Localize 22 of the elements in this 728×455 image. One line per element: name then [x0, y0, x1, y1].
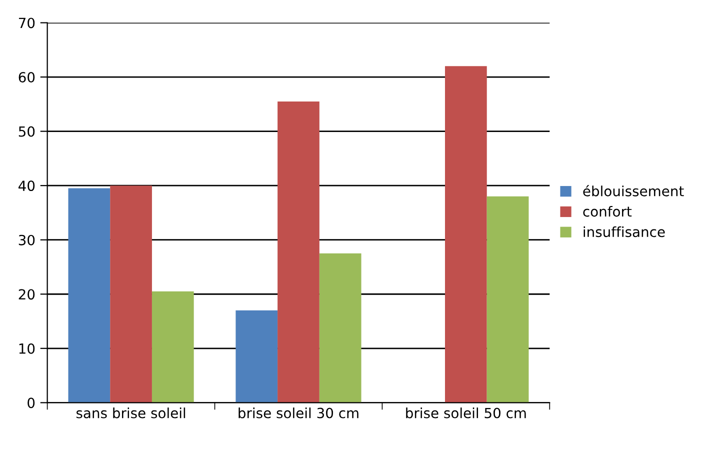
y-tick-label: 40: [18, 180, 35, 192]
y-tick-label: 70: [18, 18, 35, 28]
bar: [110, 186, 152, 403]
bar: [152, 291, 194, 403]
legend-label: insuffisance: [584, 226, 665, 238]
bar: [486, 196, 529, 403]
x-tick-label: sans brise soleil: [76, 408, 186, 418]
y-tick-label: 60: [18, 72, 35, 82]
bar: [236, 310, 278, 403]
x-tick-label: brise soleil 30 cm: [238, 408, 358, 418]
y-tick-label: 20: [18, 289, 35, 300]
y-tick-label: 50: [18, 126, 35, 137]
bar: [319, 253, 362, 403]
legend-label: éblouissement: [583, 185, 684, 196]
bar: [444, 66, 487, 403]
y-tick-label: 30: [18, 234, 35, 246]
bar: [68, 188, 110, 403]
y-tick-label: 10: [19, 343, 35, 354]
y-tick-label: 0: [28, 398, 35, 408]
x-tick-label: brise soleil 50 cm: [406, 408, 526, 418]
legend-label: confort: [583, 206, 632, 217]
bar: [278, 101, 320, 403]
